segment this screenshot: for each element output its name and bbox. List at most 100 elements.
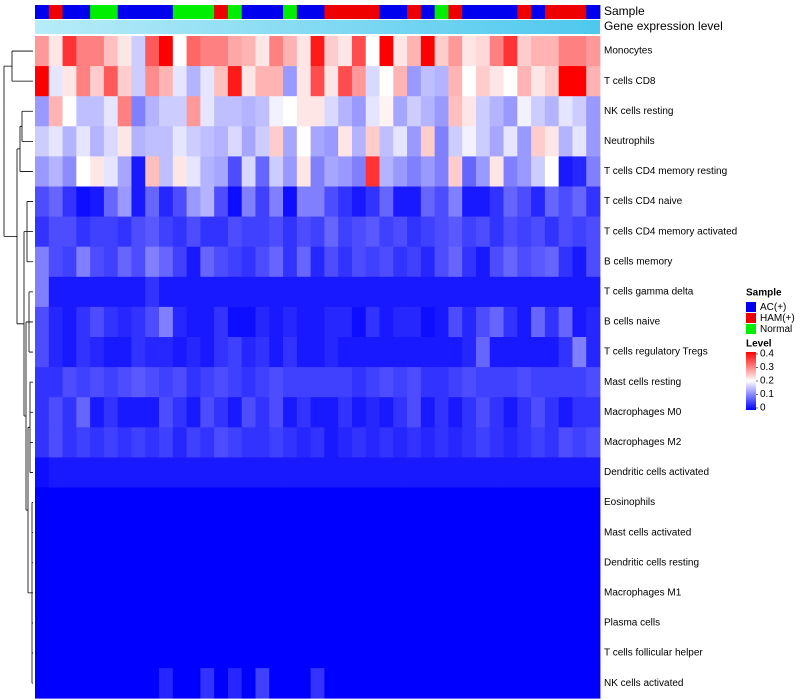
heatmap-cell (324, 427, 339, 458)
heatmap-cell (103, 638, 119, 669)
heatmap-cell (393, 126, 408, 157)
heatmap-cell (462, 216, 477, 248)
heatmap-cell (186, 367, 201, 398)
heatmap-cell (544, 186, 560, 217)
heatmap-cell (544, 337, 560, 368)
heatmap-cell (200, 547, 215, 579)
heatmap-cell (186, 66, 201, 97)
heatmap-cell (351, 126, 367, 157)
heatmap-cell (241, 306, 256, 338)
heatmap-cell (131, 156, 146, 187)
heatmap-cell (517, 246, 532, 278)
heatmap-cell (365, 96, 380, 127)
heatmap-cell (517, 547, 532, 579)
heatmap-cell (145, 427, 160, 458)
heatmap-cell (462, 367, 477, 398)
heatmap-cell (103, 668, 119, 699)
heatmap-cell (62, 186, 77, 217)
heatmap-cell (544, 668, 560, 699)
heatmap-cell (351, 36, 367, 67)
heatmap-cell (434, 156, 449, 187)
heatmap-cell (517, 427, 532, 458)
heatmap-cell (489, 96, 504, 127)
heatmap-cell (35, 577, 50, 609)
heatmap-cell (200, 397, 215, 428)
heatmap-cell (117, 246, 132, 278)
heatmap-cell (62, 156, 77, 187)
heatmap-cell (103, 487, 119, 518)
heatmap-cell (296, 216, 312, 248)
heatmap-cell (90, 246, 105, 278)
sample-annotation-cell (475, 5, 491, 19)
heatmap-cell (558, 427, 573, 458)
heatmap-cell (462, 487, 477, 518)
heatmap-cell (338, 276, 353, 308)
heatmap-cell (558, 638, 573, 669)
heatmap-cell (200, 607, 215, 639)
heatmap-cell (448, 638, 463, 669)
heatmap-cell (172, 367, 187, 398)
heatmap-cell (200, 337, 215, 368)
heatmap-cell (62, 427, 77, 458)
heatmap-cell (269, 668, 284, 699)
heatmap-cell (186, 246, 201, 278)
heatmap-cell (103, 547, 119, 579)
heatmap-cell (338, 668, 353, 699)
sample-annotation-cell (365, 5, 380, 19)
heatmap-cell (241, 367, 256, 398)
heatmap-cell (117, 427, 132, 458)
heatmap-cell (159, 547, 174, 579)
heatmap-cell (159, 668, 174, 699)
heatmap-cell (48, 638, 63, 669)
heatmap-cell (35, 156, 50, 187)
heatmap-cell (434, 367, 449, 398)
heatmap-cell (200, 276, 215, 308)
legend-swatch (746, 313, 756, 323)
heatmap-cell (503, 487, 518, 518)
heatmap-cell (448, 36, 463, 67)
heatmap-cell (90, 36, 105, 67)
heatmap-cell (296, 577, 312, 609)
heatmap-cell (172, 427, 187, 458)
heatmap-cell (48, 427, 63, 458)
heatmap-cell (503, 668, 518, 699)
heatmap-cell (338, 337, 353, 368)
row-label: T cells follicular helper (604, 648, 703, 659)
heatmap-cell (186, 36, 201, 67)
heatmap-cell (407, 216, 422, 248)
heatmap-cell (48, 487, 63, 518)
heatmap-cell (269, 66, 284, 97)
heatmap-cell (407, 397, 422, 428)
heatmap-cell (531, 246, 546, 278)
heatmap-cell (241, 36, 256, 67)
heatmap-cell (296, 668, 312, 699)
heatmap-cell (503, 216, 518, 248)
heatmap-cell (76, 306, 91, 338)
heatmap-cell (227, 126, 243, 157)
heatmap-cell (172, 668, 187, 699)
heatmap-cell (462, 186, 477, 217)
heatmap-cell (393, 216, 408, 248)
heatmap-cell (35, 276, 50, 308)
heatmap-cell (103, 607, 119, 639)
sample-annotation-cell (310, 5, 325, 19)
heatmap-cell (269, 306, 284, 338)
heatmap-cell (351, 156, 367, 187)
heatmap-cell (283, 487, 298, 518)
heatmap-cell (145, 517, 160, 549)
heatmap-cell (159, 397, 174, 428)
heatmap-cell (186, 547, 201, 579)
heatmap-cell (269, 337, 284, 368)
heatmap-cell (269, 487, 284, 518)
heatmap-cell (572, 186, 587, 217)
legend-level-tick-label: 0.3 (760, 362, 774, 373)
heatmap-cell (310, 306, 325, 338)
heatmap-cell (269, 367, 284, 398)
heatmap-cell (544, 306, 560, 338)
heatmap-cell (227, 306, 243, 338)
heatmap-cell (517, 306, 532, 338)
heatmap-cell (241, 607, 256, 639)
heatmap-cell (145, 337, 160, 368)
heatmap-cell (227, 186, 243, 217)
heatmap-cell (324, 457, 339, 488)
